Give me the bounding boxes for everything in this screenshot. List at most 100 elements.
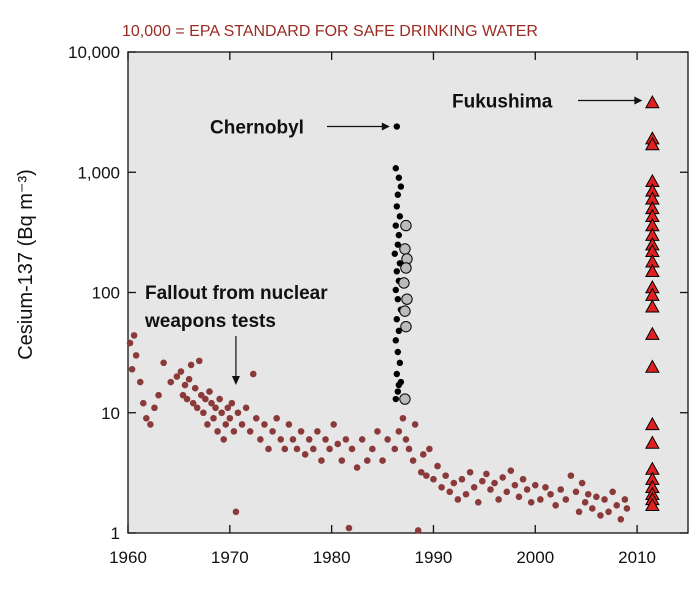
fallout-point [503, 488, 511, 496]
fallout-point [399, 414, 407, 422]
fallout-point [613, 501, 621, 509]
fallout-point [151, 404, 158, 412]
fallout-point [330, 421, 337, 428]
fallout-point [584, 490, 592, 498]
chernobyl-point [394, 388, 402, 395]
fallout-point [470, 483, 478, 491]
fallout-point [578, 479, 586, 487]
fallout-point [499, 474, 506, 481]
arrow-chernobyl-head [381, 122, 390, 131]
fallout-point [218, 409, 225, 417]
fallout-point [289, 436, 297, 443]
fallout-point [183, 395, 191, 403]
fallout-point [423, 472, 430, 479]
fallout-point [450, 479, 458, 487]
fallout-point [446, 488, 454, 496]
series-3 [645, 95, 660, 511]
fallout-point [269, 428, 276, 435]
fallout-point [293, 445, 301, 453]
chernobyl-point [396, 359, 404, 367]
fallout-point [363, 457, 371, 464]
fallout-point [128, 365, 136, 373]
chernobyl-point [392, 337, 399, 344]
fallout-point [230, 428, 238, 435]
axes-layer: 1960 1970 1980 1990 2000 2010 1 10 100 1,000 10,00… [15, 43, 688, 567]
fallout-point [200, 409, 207, 417]
fallout-point [210, 414, 217, 422]
chernobyl-grey-point [400, 262, 412, 274]
fallout-point [226, 414, 234, 422]
chernobyl-point [393, 203, 400, 210]
fallout-point [567, 472, 575, 479]
fallout-point [491, 479, 498, 487]
fallout-point [155, 391, 162, 399]
fallout-point [542, 483, 549, 491]
annotations-layer: Chernobyl Fukushima Fallout from nuclear we… [144, 92, 643, 386]
fallout-point [442, 472, 449, 479]
fallout-point [334, 440, 342, 448]
fallout-point [185, 375, 193, 383]
fukushima-point [645, 299, 660, 313]
fallout-point [531, 481, 539, 489]
fallout-point [238, 421, 246, 428]
fallout-point [310, 445, 317, 453]
chernobyl-grey-point [400, 320, 412, 333]
fallout-point [246, 428, 254, 435]
chernobyl-point [397, 378, 405, 386]
x-tick-label: 2000 [516, 548, 554, 567]
fallout-point [273, 414, 280, 422]
chernobyl-grey-point [399, 305, 411, 317]
y-tick-label: 1 [111, 524, 120, 543]
fallout-point [204, 421, 211, 428]
fallout-point [139, 399, 147, 407]
fallout-point [181, 381, 189, 389]
fallout-point [601, 496, 608, 503]
fallout-point [220, 436, 228, 443]
fallout-point [519, 475, 527, 483]
fallout-point [405, 445, 413, 453]
chernobyl-point [392, 222, 399, 229]
fallout-point [345, 524, 353, 532]
fallout-point [348, 445, 356, 453]
fallout-point [305, 436, 313, 443]
series-1 [391, 123, 405, 403]
chernobyl-point [392, 286, 399, 294]
chernobyl-grey-point [399, 393, 411, 405]
fallout-point [523, 486, 531, 493]
fallout-point [130, 332, 138, 339]
fallout-point [314, 428, 321, 435]
x-tick-label: 1970 [211, 548, 249, 567]
fukushima-point [645, 137, 660, 151]
fallout-point [338, 457, 346, 464]
fallout-point [187, 361, 195, 369]
fallout-point [265, 445, 272, 453]
fallout-point [249, 370, 257, 378]
fallout-point [547, 490, 554, 498]
fallout-point [234, 409, 242, 417]
fallout-point [195, 357, 203, 365]
chernobyl-point [395, 231, 403, 239]
annotation-chernobyl: Chernobyl [210, 118, 304, 139]
fallout-point [454, 496, 462, 503]
chernobyl-grey-point [400, 219, 412, 232]
fallout-point [575, 508, 583, 516]
fallout-point [232, 508, 240, 516]
fallout-point [395, 428, 403, 435]
annotation-fallout-line2: weapons tests [144, 311, 276, 332]
fallout-point [411, 421, 419, 428]
y-tick-label: 10,000 [68, 43, 120, 62]
fallout-point [552, 501, 559, 509]
arrow-fukushima-head [634, 96, 643, 105]
chernobyl-point [396, 213, 404, 220]
y-tick-label: 100 [92, 284, 120, 303]
chernobyl-point [395, 327, 403, 335]
fallout-point [374, 428, 381, 435]
fallout-point [322, 436, 329, 443]
fallout-point [277, 436, 285, 443]
fallout-point [605, 508, 612, 516]
fallout-point [212, 404, 219, 412]
fallout-point [483, 470, 490, 478]
fallout-point [537, 496, 544, 503]
fukushima-point [645, 497, 660, 511]
plot-area [127, 51, 689, 534]
